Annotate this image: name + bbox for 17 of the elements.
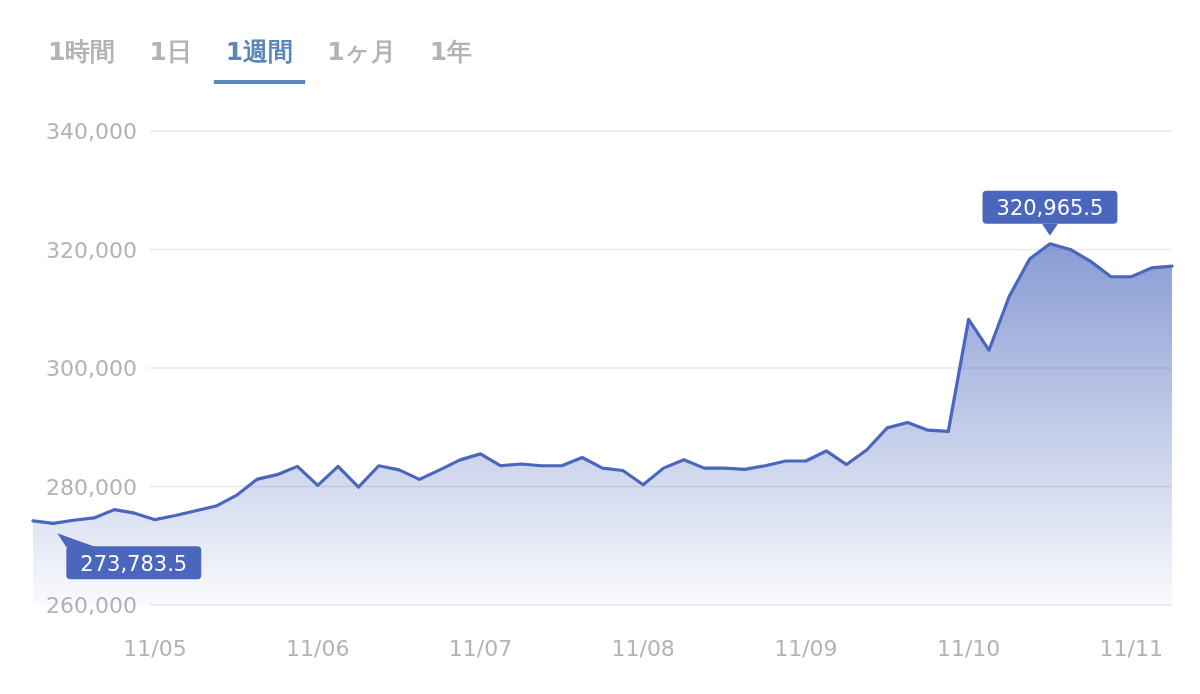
value-label: 273,783.5 <box>57 533 202 580</box>
value-label: 320,965.5 <box>982 190 1118 236</box>
x-tick-label: 11/11 <box>1099 636 1164 661</box>
y-tick-label: 280,000 <box>46 474 137 500</box>
x-tick-label: 11/08 <box>611 636 675 661</box>
x-tick-label: 11/05 <box>123 636 187 661</box>
x-tick-label: 11/10 <box>936 636 1001 661</box>
x-tick-label: 11/06 <box>286 636 350 661</box>
x-tick-label: 11/09 <box>774 636 838 661</box>
data-label: 320,965.5 <box>996 196 1104 221</box>
data-label: 273,783.5 <box>80 551 188 576</box>
tabs: 1時間 1日 1週間 1ヶ月 1年 <box>48 37 473 84</box>
y-tick-label: 320,000 <box>46 237 137 263</box>
y-tick-label: 260,000 <box>46 593 137 618</box>
y-tick-label: 340,000 <box>46 119 137 144</box>
x-tick-label: 11/07 <box>448 636 513 661</box>
y-tick-label: 300,000 <box>46 356 137 381</box>
